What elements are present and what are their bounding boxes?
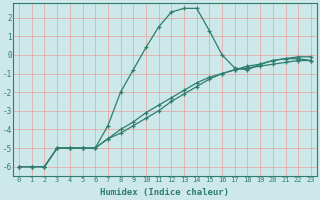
X-axis label: Humidex (Indice chaleur): Humidex (Indice chaleur): [100, 188, 229, 197]
